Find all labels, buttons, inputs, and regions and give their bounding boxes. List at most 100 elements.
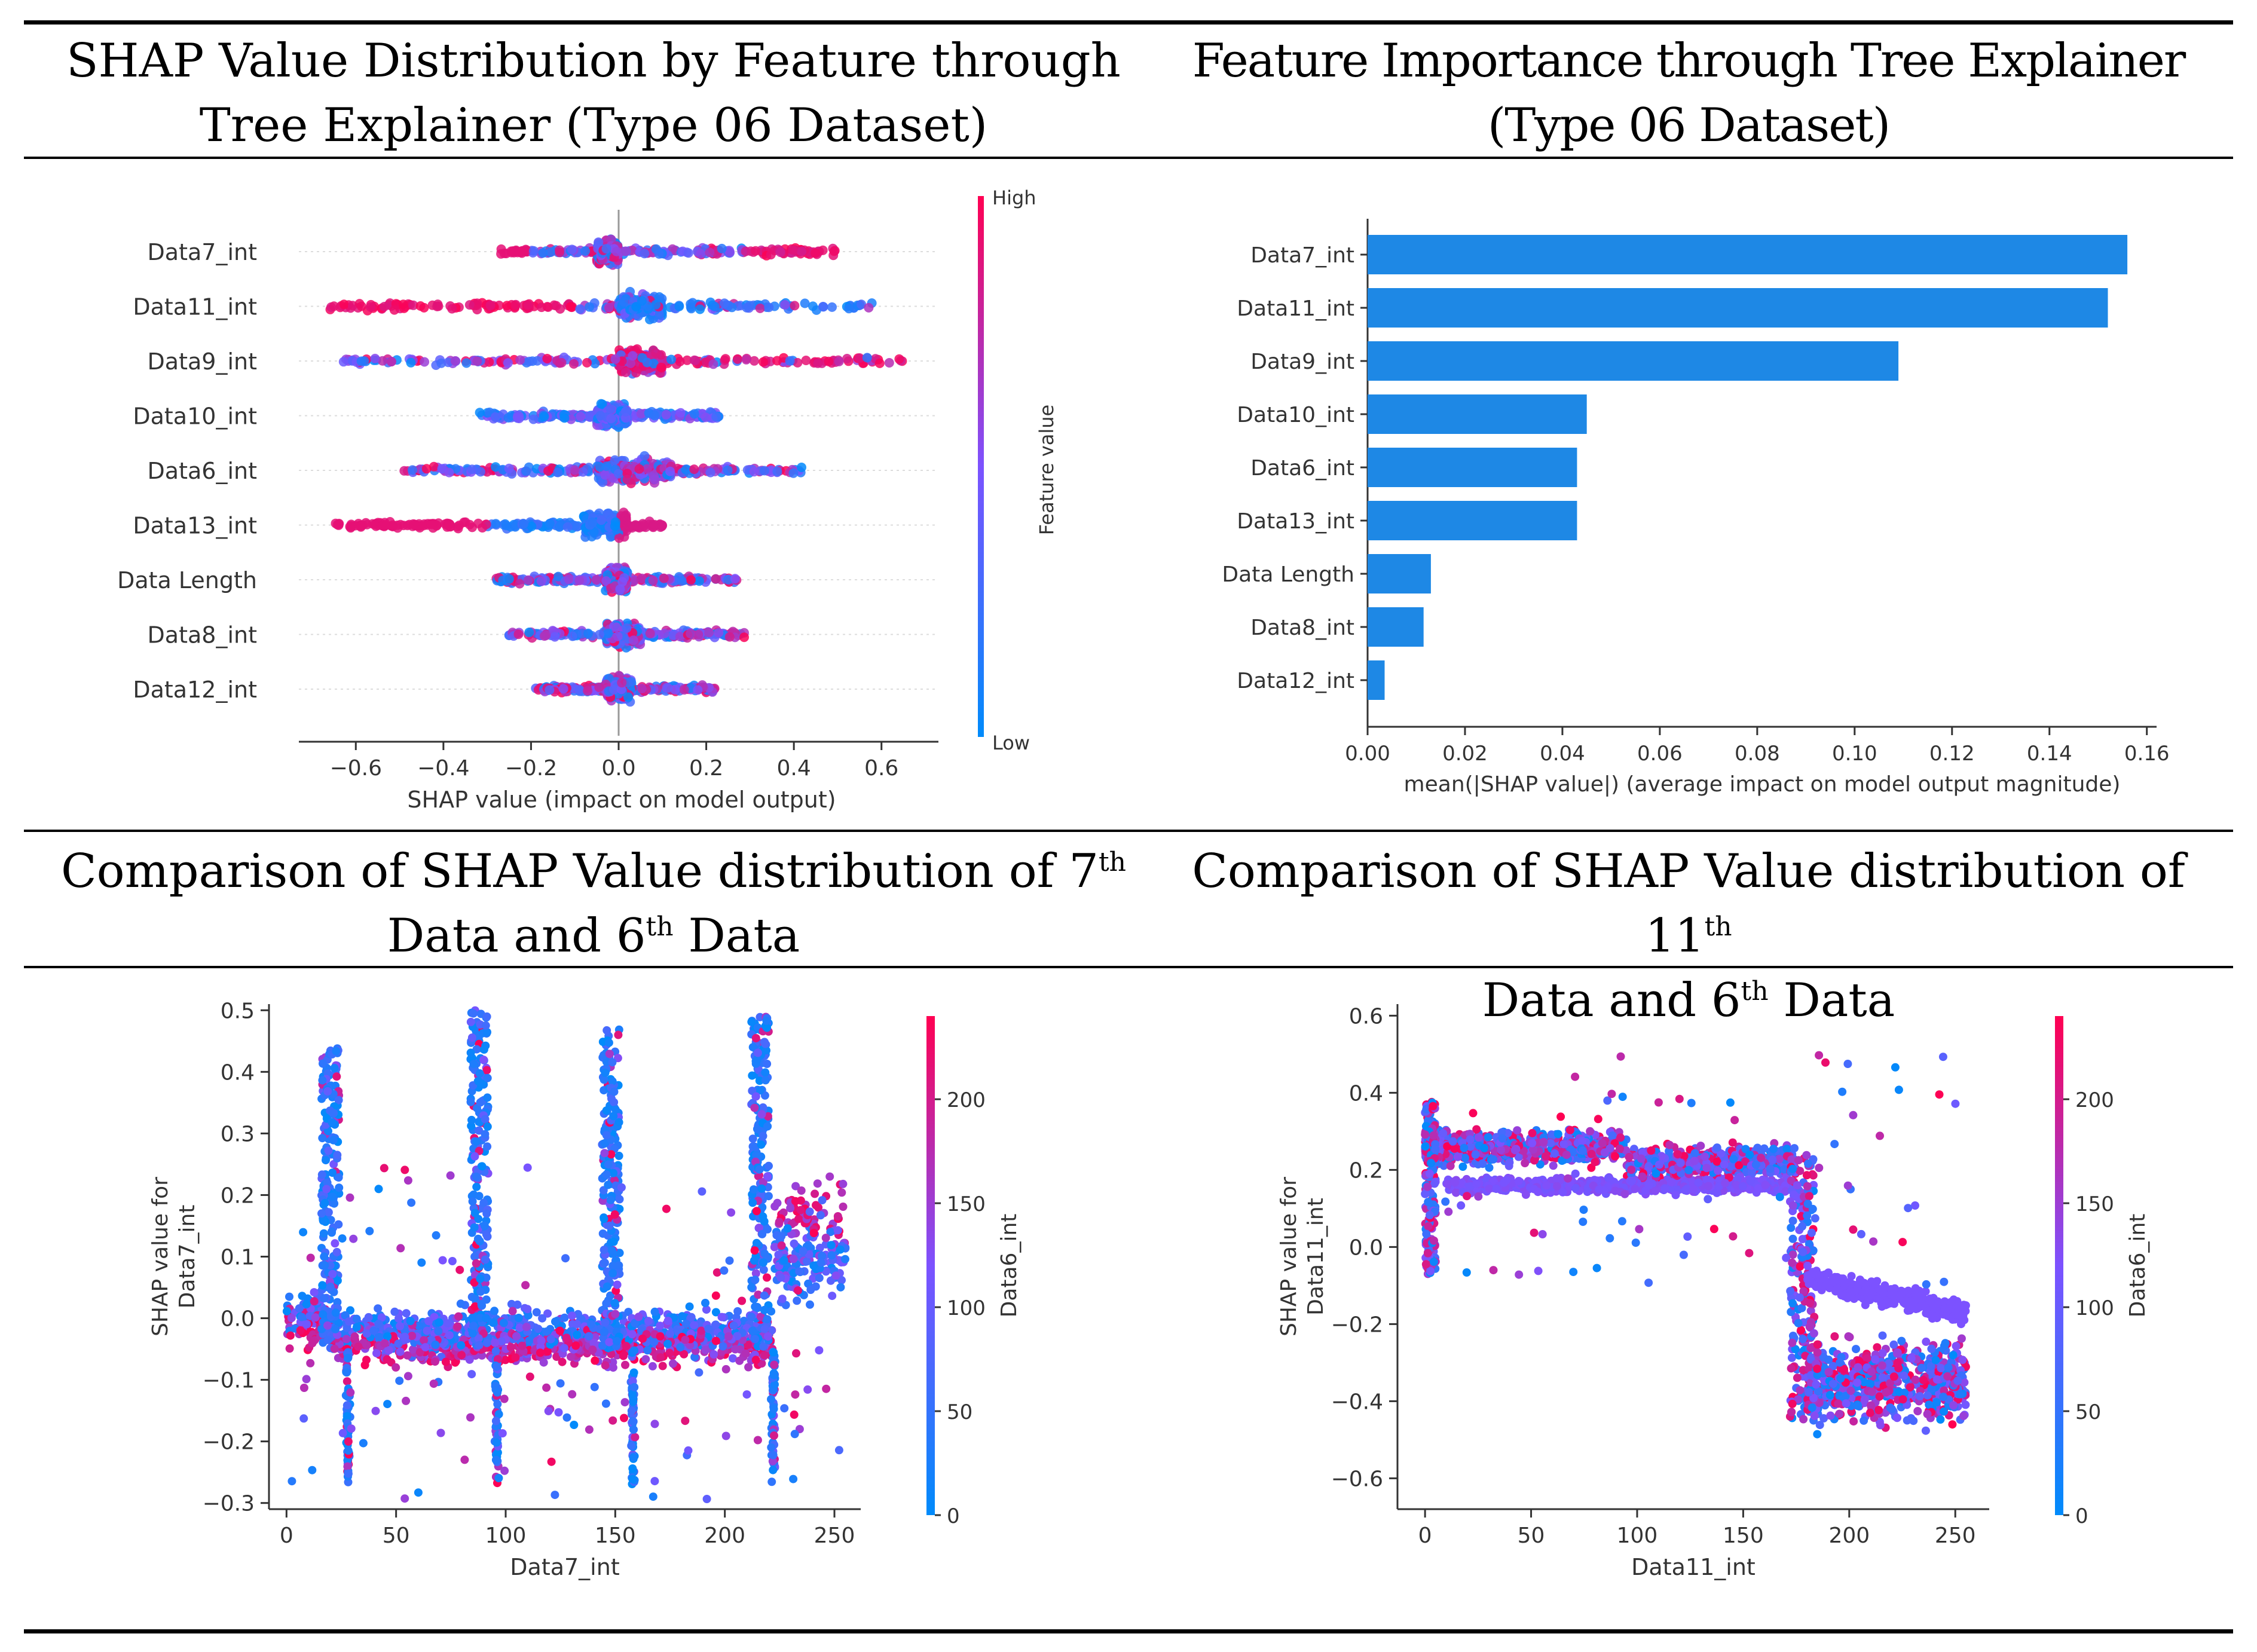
shap-point <box>380 302 389 311</box>
shap-point <box>695 304 705 314</box>
shap-point <box>772 467 782 476</box>
shap-point <box>585 302 595 312</box>
caption-top-left-line2: Tree Explainer (Type 06 Dataset) <box>199 99 988 152</box>
caption-bottom-left-line2b: Data <box>673 909 800 963</box>
caption-bottom-left-line1: Comparison of SHAP Value distribution of… <box>61 845 1099 898</box>
shap-point <box>654 249 664 259</box>
shap-point <box>354 299 365 309</box>
feature-dots-0 <box>496 234 840 270</box>
category-label: Data Length <box>1222 562 1354 587</box>
shap-point <box>421 464 432 474</box>
shap-point <box>510 301 520 310</box>
shap-point <box>864 302 874 313</box>
shap-point <box>874 358 885 368</box>
shap-point <box>524 356 534 366</box>
category-label: Data8_int <box>1250 616 1354 640</box>
dependence-point <box>797 1186 806 1195</box>
dependence-point <box>825 1172 834 1181</box>
shap-point <box>824 356 834 366</box>
shap-point <box>528 246 539 256</box>
shap-point <box>601 244 611 254</box>
shap-point <box>629 576 639 586</box>
shap-point <box>620 406 631 417</box>
shap-point <box>730 574 740 584</box>
dependence-point <box>560 1313 569 1322</box>
shap-point <box>682 355 692 365</box>
dependence-point <box>567 1353 575 1362</box>
shap-point <box>675 356 685 366</box>
shap-point <box>862 353 872 363</box>
shap-point <box>656 362 666 372</box>
shap-point <box>808 301 818 311</box>
shap-point <box>503 358 513 368</box>
shap-point <box>751 246 761 256</box>
shap-point <box>398 299 408 310</box>
caption-top-right-line1: Feature Importance through Tree Explaine… <box>1192 34 2186 88</box>
shap-point <box>650 519 660 530</box>
shap-point <box>355 521 365 530</box>
shap-point <box>830 246 840 256</box>
shap-point <box>650 475 660 485</box>
dependence-point <box>390 1307 399 1316</box>
shap-point <box>420 357 430 367</box>
feature-label: Data10_int <box>133 403 257 430</box>
shap-point <box>543 466 553 476</box>
caption-top-right: Feature Importance through Tree Explaine… <box>1142 29 2235 158</box>
shap-point <box>628 635 638 645</box>
shap-point <box>632 344 642 354</box>
shap-point <box>775 247 785 258</box>
dependence-point <box>826 1276 835 1285</box>
shap-point <box>609 684 619 695</box>
shap-point <box>399 466 409 476</box>
dependence-point <box>828 1292 837 1301</box>
shap-point <box>657 521 668 531</box>
feature-dots-6 <box>491 562 742 597</box>
dependence-point <box>298 1292 307 1301</box>
shap-point <box>378 356 387 366</box>
importance-bar <box>1368 448 1577 487</box>
shap-point <box>539 631 549 641</box>
shap-point <box>686 575 696 585</box>
colorbar-high-label: High <box>992 186 1036 209</box>
shap-point <box>724 632 735 642</box>
dependence-point <box>690 1353 699 1362</box>
shap-point <box>521 245 531 255</box>
dependence-point <box>374 1304 383 1313</box>
shap-point <box>894 354 904 364</box>
shap-point <box>663 683 673 693</box>
shap-point <box>432 301 442 311</box>
shap-point <box>559 413 570 423</box>
dependence-point <box>515 1323 524 1332</box>
shap-point <box>827 302 837 312</box>
shap-point <box>705 467 715 478</box>
dependence-point <box>711 1308 720 1317</box>
shap-point <box>582 357 592 368</box>
shap-point <box>524 628 534 637</box>
shap-point <box>717 243 727 253</box>
shap-point <box>580 246 591 256</box>
feature-dots-8 <box>531 671 720 707</box>
shap-point <box>491 519 501 529</box>
x-tick-label: 0.2 <box>689 756 723 781</box>
dependence-point <box>812 1201 820 1210</box>
shap-point <box>565 302 576 312</box>
shap-point <box>387 521 397 531</box>
x-axis-label: mean(|SHAP value|) (average impact on mo… <box>1404 772 2121 797</box>
shap-point <box>679 685 689 695</box>
shap-point <box>556 357 567 368</box>
shap-point <box>597 515 607 525</box>
shap-point <box>329 301 339 311</box>
feature-label: Data12_int <box>133 677 257 703</box>
shap-point <box>574 576 585 586</box>
shap-point <box>637 684 647 694</box>
shap-point <box>696 249 706 259</box>
shap-point <box>370 353 380 363</box>
shap-point <box>693 685 703 695</box>
shap-point <box>555 247 565 258</box>
shap-point <box>389 305 399 315</box>
shap-point <box>813 358 823 368</box>
shap-point <box>429 461 439 472</box>
shap-point <box>512 247 522 258</box>
dependence-point <box>285 1292 293 1301</box>
shap-point <box>503 413 513 423</box>
